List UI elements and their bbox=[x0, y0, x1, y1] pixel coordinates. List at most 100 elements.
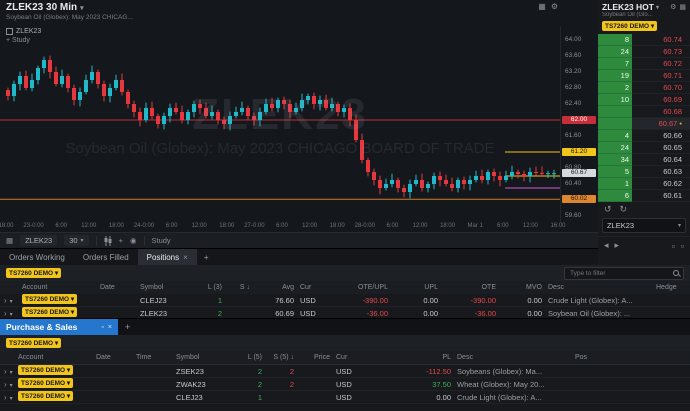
column-header[interactable]: Price bbox=[314, 354, 330, 361]
column-header[interactable]: Desc bbox=[548, 284, 564, 291]
dom-price-cell[interactable]: 60.74 bbox=[632, 34, 690, 46]
column-header[interactable]: Pos bbox=[575, 354, 588, 361]
column-header[interactable]: Account bbox=[18, 354, 44, 361]
filter-input[interactable] bbox=[568, 268, 670, 278]
dom-price-cell[interactable]: 60.71 bbox=[632, 70, 690, 82]
table-row[interactable]: › ▾ TS7260 DEMO ▾ CLEJ23 1 USD 0.00 Crude Light… bbox=[0, 391, 690, 404]
time-axis[interactable]: 18:00 23-0:00 6:00 12:00 18:00 24-0:00 6:00 12:… bbox=[0, 222, 566, 232]
popout-icon[interactable]: ▫ bbox=[101, 323, 104, 331]
column-header[interactable]: S (5) ↓ bbox=[273, 354, 294, 361]
column-header[interactable]: Hedge bbox=[656, 284, 677, 291]
settings-icon[interactable]: ⚙ bbox=[550, 2, 558, 11]
row-menu-icon[interactable]: ▾ bbox=[9, 382, 13, 389]
price-axis[interactable]: 64.00 63.60 63.20 62.80 62.40 62.00 61.60 61.20… bbox=[560, 26, 599, 222]
column-header[interactable]: Desc bbox=[457, 354, 473, 361]
dom-qty-cell[interactable]: 24 bbox=[598, 46, 632, 58]
column-header[interactable]: Symbol bbox=[140, 284, 164, 291]
dom-qty-cell[interactable]: 34 bbox=[598, 154, 632, 166]
dom-qty-cell[interactable]: 7 bbox=[598, 58, 632, 70]
dom-qty-cell[interactable]: 24 bbox=[598, 142, 632, 154]
dom-price-cell[interactable]: 60.70 bbox=[632, 82, 690, 94]
column-header[interactable]: Cur bbox=[300, 284, 312, 291]
add-tab-button[interactable]: + bbox=[203, 253, 209, 262]
page-left-icon[interactable]: ◂ bbox=[604, 240, 609, 250]
dom-qty-cell[interactable]: 1 bbox=[598, 178, 632, 190]
dom-price-cell[interactable]: 60.64 bbox=[632, 154, 690, 166]
row-menu-icon[interactable]: ▾ bbox=[9, 298, 13, 305]
dom-qty-cell[interactable]: 10 bbox=[598, 94, 632, 106]
study-button[interactable]: Study bbox=[152, 236, 171, 245]
tab-orders-filled[interactable]: Orders Filled bbox=[74, 249, 138, 266]
interval-select[interactable]: 30 ▾ bbox=[64, 235, 89, 246]
account-badge[interactable]: TS7260 DEMO ▾ bbox=[6, 268, 62, 278]
table-row[interactable]: › ▾ TS7260 DEMO ▾ CLEJ23 1 76.60 USD -390.00 0.0… bbox=[0, 294, 690, 307]
candlestick-chart[interactable] bbox=[0, 26, 560, 222]
dom-symbol-select[interactable]: ZLEK23 ▾ bbox=[602, 218, 686, 233]
expand-chevron-icon[interactable]: › bbox=[4, 295, 7, 305]
account-badge[interactable]: TS7260 DEMO ▾ bbox=[602, 21, 658, 31]
dom-qty-cell[interactable] bbox=[598, 118, 632, 130]
tab-positions[interactable]: Positions × bbox=[137, 249, 197, 266]
dom-price-cell[interactable]: 60.63 bbox=[632, 166, 690, 178]
column-header[interactable]: OTE/UPL bbox=[358, 284, 388, 291]
undo-icon[interactable]: ↺ bbox=[604, 204, 612, 214]
dom-qty-cell[interactable]: 5 bbox=[598, 166, 632, 178]
dom-price-cell[interactable]: 60.68 bbox=[632, 106, 690, 118]
row-menu-icon[interactable]: ▾ bbox=[9, 395, 13, 402]
account-badge[interactable]: TS7260 DEMO ▾ bbox=[6, 338, 62, 348]
redo-icon[interactable]: ↻ bbox=[619, 204, 628, 214]
chart-plot[interactable]: ZLEK23 Soybean Oil (Globex): May 2023 CH… bbox=[0, 26, 560, 222]
close-tab-icon[interactable]: × bbox=[183, 253, 188, 262]
dom-price-cell[interactable]: 60.72 bbox=[632, 58, 690, 70]
table-row[interactable]: › ▾ TS7260 DEMO ▾ ZLEK23 2 60.69 USD -36.00 0.00… bbox=[0, 307, 690, 320]
dom-price-cell[interactable]: 60.69 bbox=[632, 94, 690, 106]
dom-price-cell[interactable]: 60.66 bbox=[632, 130, 690, 142]
account-badge[interactable]: TS7260 DEMO ▾ bbox=[18, 378, 74, 388]
column-header[interactable]: Avg bbox=[282, 284, 294, 291]
layout-icon[interactable]: ▦ bbox=[538, 2, 546, 11]
crosshair-icon[interactable]: + bbox=[118, 236, 123, 245]
table-row[interactable]: › ▾ TS7260 DEMO ▾ ZWAK23 2 2 USD 37.50 Wheat (Gl… bbox=[0, 378, 690, 391]
column-header[interactable]: Cur bbox=[336, 354, 348, 361]
table-row[interactable]: › ▾ TS7260 DEMO ▾ ZSEK23 2 2 USD -112.50 Soybean… bbox=[0, 365, 690, 378]
column-header[interactable]: MVO bbox=[526, 284, 542, 291]
panel-icon[interactable]: ▫ bbox=[671, 240, 675, 251]
expand-chevron-icon[interactable]: › bbox=[4, 392, 7, 402]
dom-qty-cell[interactable]: 2 bbox=[598, 82, 632, 94]
menu-icon[interactable]: ▦ bbox=[6, 236, 14, 245]
dom-qty-cell[interactable]: 6 bbox=[598, 190, 632, 202]
panel-icon[interactable]: ▫ bbox=[680, 240, 684, 251]
add-study-button[interactable]: + Study bbox=[6, 37, 41, 44]
column-header[interactable]: Symbol bbox=[176, 354, 200, 361]
page-right-icon[interactable]: ▸ bbox=[614, 240, 620, 250]
row-menu-icon[interactable]: ▾ bbox=[9, 311, 13, 318]
dom-qty-cell[interactable]: 8 bbox=[598, 34, 632, 46]
column-header[interactable]: UPL bbox=[424, 284, 438, 291]
dom-price-cell[interactable]: 60.65 bbox=[632, 142, 690, 154]
magnet-icon[interactable]: ◉ bbox=[129, 236, 137, 245]
dom-price-cell[interactable]: 60.62 bbox=[632, 178, 690, 190]
settings-icon[interactable]: ⚙ bbox=[670, 4, 677, 11]
symbol-select[interactable]: ZLEK23 bbox=[20, 235, 58, 246]
expand-chevron-icon[interactable]: › bbox=[4, 379, 7, 389]
column-header[interactable]: Date bbox=[100, 284, 115, 291]
account-badge[interactable]: TS7260 DEMO ▾ bbox=[22, 294, 78, 304]
column-header[interactable]: Date bbox=[96, 354, 111, 361]
dom-qty-cell[interactable]: 4 bbox=[598, 130, 632, 142]
layout-icon[interactable]: ▦ bbox=[679, 4, 686, 11]
dom-price-cell[interactable]: 60.73 bbox=[632, 46, 690, 58]
purchase-sales-title-tab[interactable]: Purchase & Sales ▫ × bbox=[0, 319, 118, 335]
column-header[interactable]: Account bbox=[22, 284, 48, 291]
column-header[interactable]: L (5) bbox=[247, 354, 262, 361]
column-header[interactable]: OTE bbox=[481, 284, 496, 291]
expand-chevron-icon[interactable]: › bbox=[4, 366, 7, 376]
column-header[interactable]: S ↓ bbox=[239, 284, 250, 291]
add-tab-button[interactable]: + bbox=[125, 322, 131, 332]
row-menu-icon[interactable]: ▾ bbox=[9, 369, 13, 376]
candle-type-icon[interactable] bbox=[104, 235, 112, 246]
account-badge[interactable]: TS7260 DEMO ▾ bbox=[22, 307, 78, 317]
legend-symbol[interactable]: ZLEK23 bbox=[6, 28, 41, 35]
dom-qty-cell[interactable] bbox=[598, 106, 632, 118]
tab-orders-working[interactable]: Orders Working bbox=[0, 249, 74, 266]
dom-header[interactable]: ZLEK23 HOT ▾ ⚙ ▦ bbox=[598, 0, 690, 12]
